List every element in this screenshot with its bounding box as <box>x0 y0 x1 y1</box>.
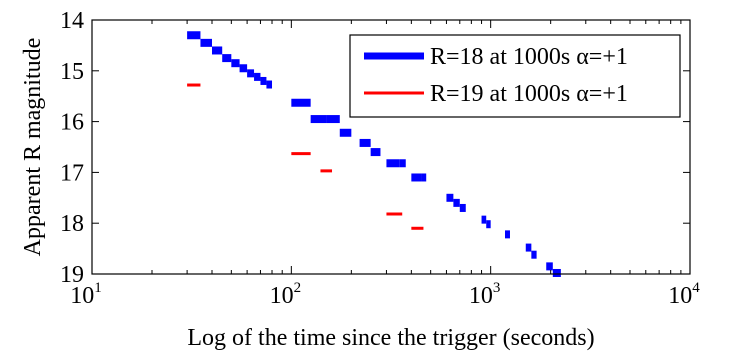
legend-box <box>349 34 681 118</box>
plot-frame <box>91 19 691 275</box>
y-tick-label: 15 <box>60 59 84 85</box>
x-tick-label: 102 <box>270 280 302 309</box>
data-marks <box>187 31 561 277</box>
x-axis-label: Log of the time since the trigger (secon… <box>187 325 594 351</box>
x-tick-label: 104 <box>668 280 700 309</box>
y-tick-label: 16 <box>60 110 84 136</box>
legend-label-r18: R=18 at 1000s α=+1 <box>430 44 628 70</box>
y-tick-label: 14 <box>60 8 84 34</box>
y-axis-label: Apparent R magnitude <box>20 38 46 257</box>
y-tick-label: 17 <box>60 160 84 186</box>
legend-label-r19: R=19 at 1000s α=+1 <box>430 81 628 107</box>
legend: R=18 at 1000s α=+1 R=19 at 1000s α=+1 <box>349 34 681 118</box>
x-tick-label: 101 <box>70 280 102 309</box>
y-ticks: 14 15 16 17 18 19 <box>60 8 690 288</box>
x-tick-label: 103 <box>469 280 501 309</box>
y-tick-label: 19 <box>60 262 84 288</box>
x-ticks: 101 102 103 104 <box>70 20 700 309</box>
y-tick-label: 18 <box>60 211 84 237</box>
